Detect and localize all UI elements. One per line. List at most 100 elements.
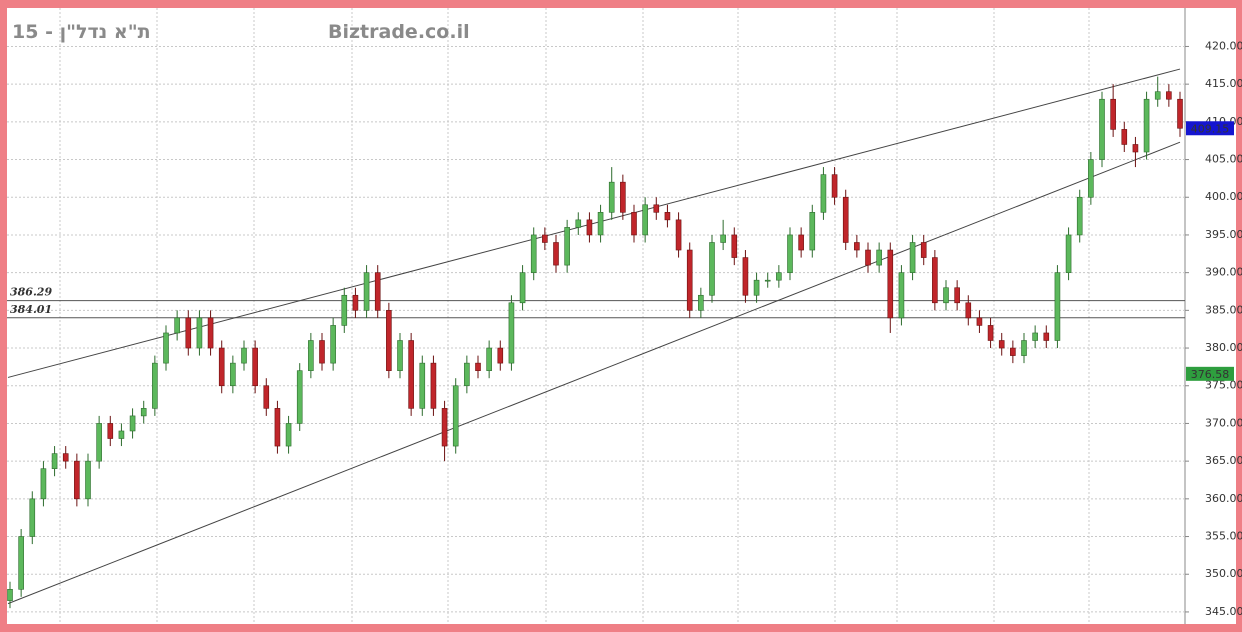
candle-body: [709, 242, 715, 296]
candle-body: [408, 340, 414, 409]
candle-body: [1132, 144, 1139, 153]
candle-body: [274, 408, 281, 447]
candle-body: [1154, 91, 1161, 100]
candle-body: [207, 317, 214, 349]
candle-body: [620, 181, 626, 213]
candle-body: [675, 219, 682, 251]
candle-body: [475, 362, 481, 371]
candle-body: [140, 408, 147, 417]
candle-body: [564, 227, 570, 266]
candle-body: [196, 317, 203, 349]
candle-body: [1166, 91, 1172, 100]
candle-body: [932, 257, 938, 304]
watermark: Biztrade.co.il: [328, 21, 470, 43]
candle-body: [608, 181, 615, 213]
candle-body: [976, 317, 983, 326]
candle-body: [452, 385, 459, 447]
price-tag-box: [1186, 121, 1234, 136]
price-tag: 376.58: [1191, 368, 1230, 381]
candle-body: [397, 340, 403, 371]
candle-body: [1043, 332, 1050, 341]
candle-body: [575, 219, 582, 228]
candle-body: [430, 362, 437, 409]
price-tag-box: [1186, 366, 1234, 381]
candle-body: [1177, 98, 1183, 129]
candle-body: [308, 340, 314, 371]
candle-body: [809, 212, 816, 251]
candle-body: [698, 294, 704, 311]
level-label: 384.01: [10, 303, 52, 316]
candle-body: [887, 249, 894, 319]
candle-body: [74, 460, 80, 500]
candle-body: [954, 287, 960, 304]
trend-line: [7, 68, 1181, 378]
candle-body: [374, 272, 381, 311]
price-tag: 409.15: [1191, 122, 1230, 135]
candle-body: [419, 362, 426, 409]
candle-body: [118, 430, 125, 439]
candle-body: [965, 302, 972, 319]
candle-body: [1032, 332, 1038, 341]
candle-body: [842, 196, 849, 243]
candle-body: [218, 347, 225, 387]
candle-body: [464, 362, 470, 387]
candle-body: [753, 279, 760, 296]
candle-body: [285, 423, 292, 447]
candle-body: [542, 234, 548, 243]
candle-body: [163, 332, 169, 364]
candle-body: [296, 370, 303, 424]
candle-body: [129, 415, 136, 432]
candle-body: [185, 317, 192, 349]
candle-body: [920, 242, 927, 258]
y-tick-label: 420.00: [1205, 39, 1242, 52]
chart-title: ת"א נדל"ן - 15: [12, 21, 151, 43]
candle-body: [686, 249, 693, 311]
candle-body: [787, 234, 793, 273]
candle-body: [776, 272, 782, 281]
candle-body: [586, 219, 593, 236]
candle-body: [943, 287, 949, 304]
candle-body: [386, 310, 392, 371]
candle-body: [29, 498, 36, 537]
candle-body: [731, 234, 738, 258]
candle-body: [319, 340, 325, 364]
candle-body: [519, 272, 526, 304]
candle-body: [1054, 272, 1061, 341]
candle-body: [263, 385, 270, 409]
candle-body: [107, 423, 114, 439]
candle-body: [742, 257, 749, 296]
candle-body: [40, 468, 47, 500]
candle-body: [363, 272, 370, 311]
candle-body: [341, 294, 348, 326]
y-tick-label: 405.00: [1205, 153, 1242, 166]
y-tick-label: 415.00: [1205, 77, 1242, 90]
trend-line: [7, 141, 1181, 605]
candle-body: [1088, 159, 1094, 198]
candle-body: [174, 317, 180, 334]
level-label: 386.29: [10, 286, 52, 299]
candle-body: [653, 204, 660, 213]
candle-body: [597, 212, 604, 236]
y-tick-label: 390.00: [1205, 266, 1242, 279]
candle-body: [798, 234, 804, 251]
candle-body: [252, 347, 258, 387]
candle-body: [152, 362, 158, 409]
candle-body: [987, 325, 994, 341]
candle-body: [764, 279, 771, 282]
y-tick-label: 350.00: [1205, 567, 1242, 580]
candle-body: [7, 589, 13, 601]
candle-body: [998, 340, 1005, 349]
candle-body: [1121, 129, 1128, 145]
y-tick-label: 375.00: [1205, 379, 1242, 392]
y-tick-label: 355.00: [1205, 530, 1242, 543]
candle-body: [330, 325, 336, 364]
candle-body: [1076, 196, 1083, 236]
y-tick-label: 400.00: [1205, 190, 1242, 203]
candle-body: [530, 234, 537, 273]
candle-body: [831, 174, 838, 198]
candle-body: [553, 242, 559, 266]
candle-body: [1021, 340, 1027, 356]
candle-body: [508, 302, 515, 364]
candle-body: [909, 242, 916, 273]
